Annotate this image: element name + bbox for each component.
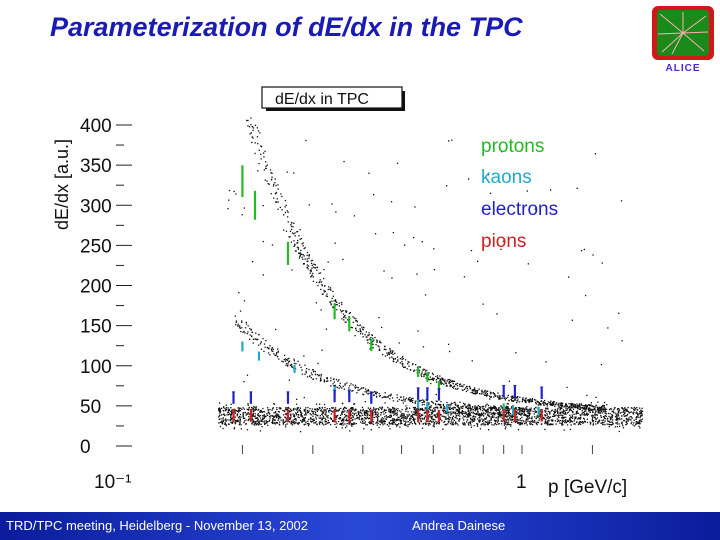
pions-point [540,409,544,422]
pions-point [416,409,420,423]
plot-title: dE/dx in TPC [275,91,369,108]
electrons-point [540,386,544,400]
legend-kaons: kaons [481,167,532,188]
legend-electrons: electrons [481,199,558,220]
electrons-point [513,384,517,398]
footer-meeting: TRD/TPC meeting, Heidelberg - November 1… [6,518,309,533]
pions-point [437,409,441,423]
y-tick-label: 50 [80,397,101,418]
pions-point [425,409,429,423]
pions-point [369,409,373,423]
pions-point [347,409,351,423]
electrons-point [347,389,351,403]
y-tick-label: 200 [80,277,112,298]
y-tick-label: 400 [80,116,112,137]
electrons-point [333,389,337,403]
pions-point [286,409,290,423]
electrons-point [249,391,253,404]
x-tick-label: 1 [516,472,527,493]
electrons-point [416,387,420,400]
electrons-point [437,388,441,401]
pions-point [232,409,236,422]
y-axis-label: dE/dx [a.u.] [52,139,72,230]
x-tick-label: 10⁻¹ [94,472,132,493]
y-tick-label: 0 [80,437,91,458]
electrons-point [502,384,506,398]
footer-bar: TRD/TPC meeting, Heidelberg - November 1… [0,512,720,540]
y-tick-label: 100 [80,357,112,378]
legend-protons: protons [481,136,544,157]
electrons-point [286,391,290,404]
svg-text:ALICE: ALICE [666,63,701,74]
chart-text: 400 350 300 250 200 150 100 50 010⁻¹ 1 dE/dx in TP… [52,91,627,498]
electrons-point [369,391,373,404]
chart-marks [116,86,593,454]
y-tick-label: 300 [80,196,112,217]
legend-pions: pions [481,231,526,252]
pions-point [502,409,506,422]
x-axis-label: p [GeV/c] [548,477,627,498]
y-tick-label: 150 [80,317,112,338]
slide-title: Parameterization of dE/dx in the TPC [50,12,523,42]
y-tick-label: 350 [80,156,112,177]
footer-author: Andrea Dainese [412,518,506,533]
electrons-point [425,387,429,400]
pions-point [513,409,517,422]
pions-point [249,409,253,422]
data-cloud [218,117,644,433]
alice-logo: ALICE [652,6,714,74]
y-tick-label: 250 [80,236,112,257]
pions-point [333,409,337,423]
electrons-point [232,391,236,404]
